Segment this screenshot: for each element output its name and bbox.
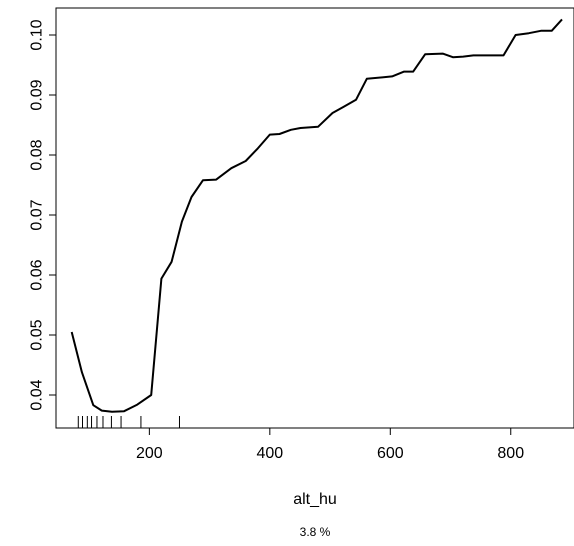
x-axis: 200 400 600 800 — [136, 428, 524, 462]
y-tick-label: 0.04 — [29, 379, 46, 410]
y-tick-label: 0.10 — [29, 19, 46, 50]
series-line — [70, 18, 563, 413]
rug-marks — [77, 416, 180, 428]
plot-frame — [55, 7, 574, 429]
x-tick-label: 800 — [497, 445, 524, 462]
y-tick-label: 0.05 — [29, 319, 46, 350]
y-axis: 0.04 0.05 0.06 0.07 0.08 0.09 0.10 — [29, 19, 56, 411]
y-tick-label: 0.09 — [29, 79, 46, 110]
x-tick-label: 200 — [136, 445, 163, 462]
x-axis-title: alt_hu — [293, 491, 337, 508]
x-tick-label: 400 — [256, 445, 283, 462]
footnote: 3.8 % — [300, 525, 331, 539]
x-tick-label: 600 — [377, 445, 404, 462]
y-tick-label: 0.08 — [29, 139, 46, 170]
y-tick-label: 0.06 — [29, 259, 46, 290]
y-tick-label: 0.07 — [29, 199, 46, 230]
